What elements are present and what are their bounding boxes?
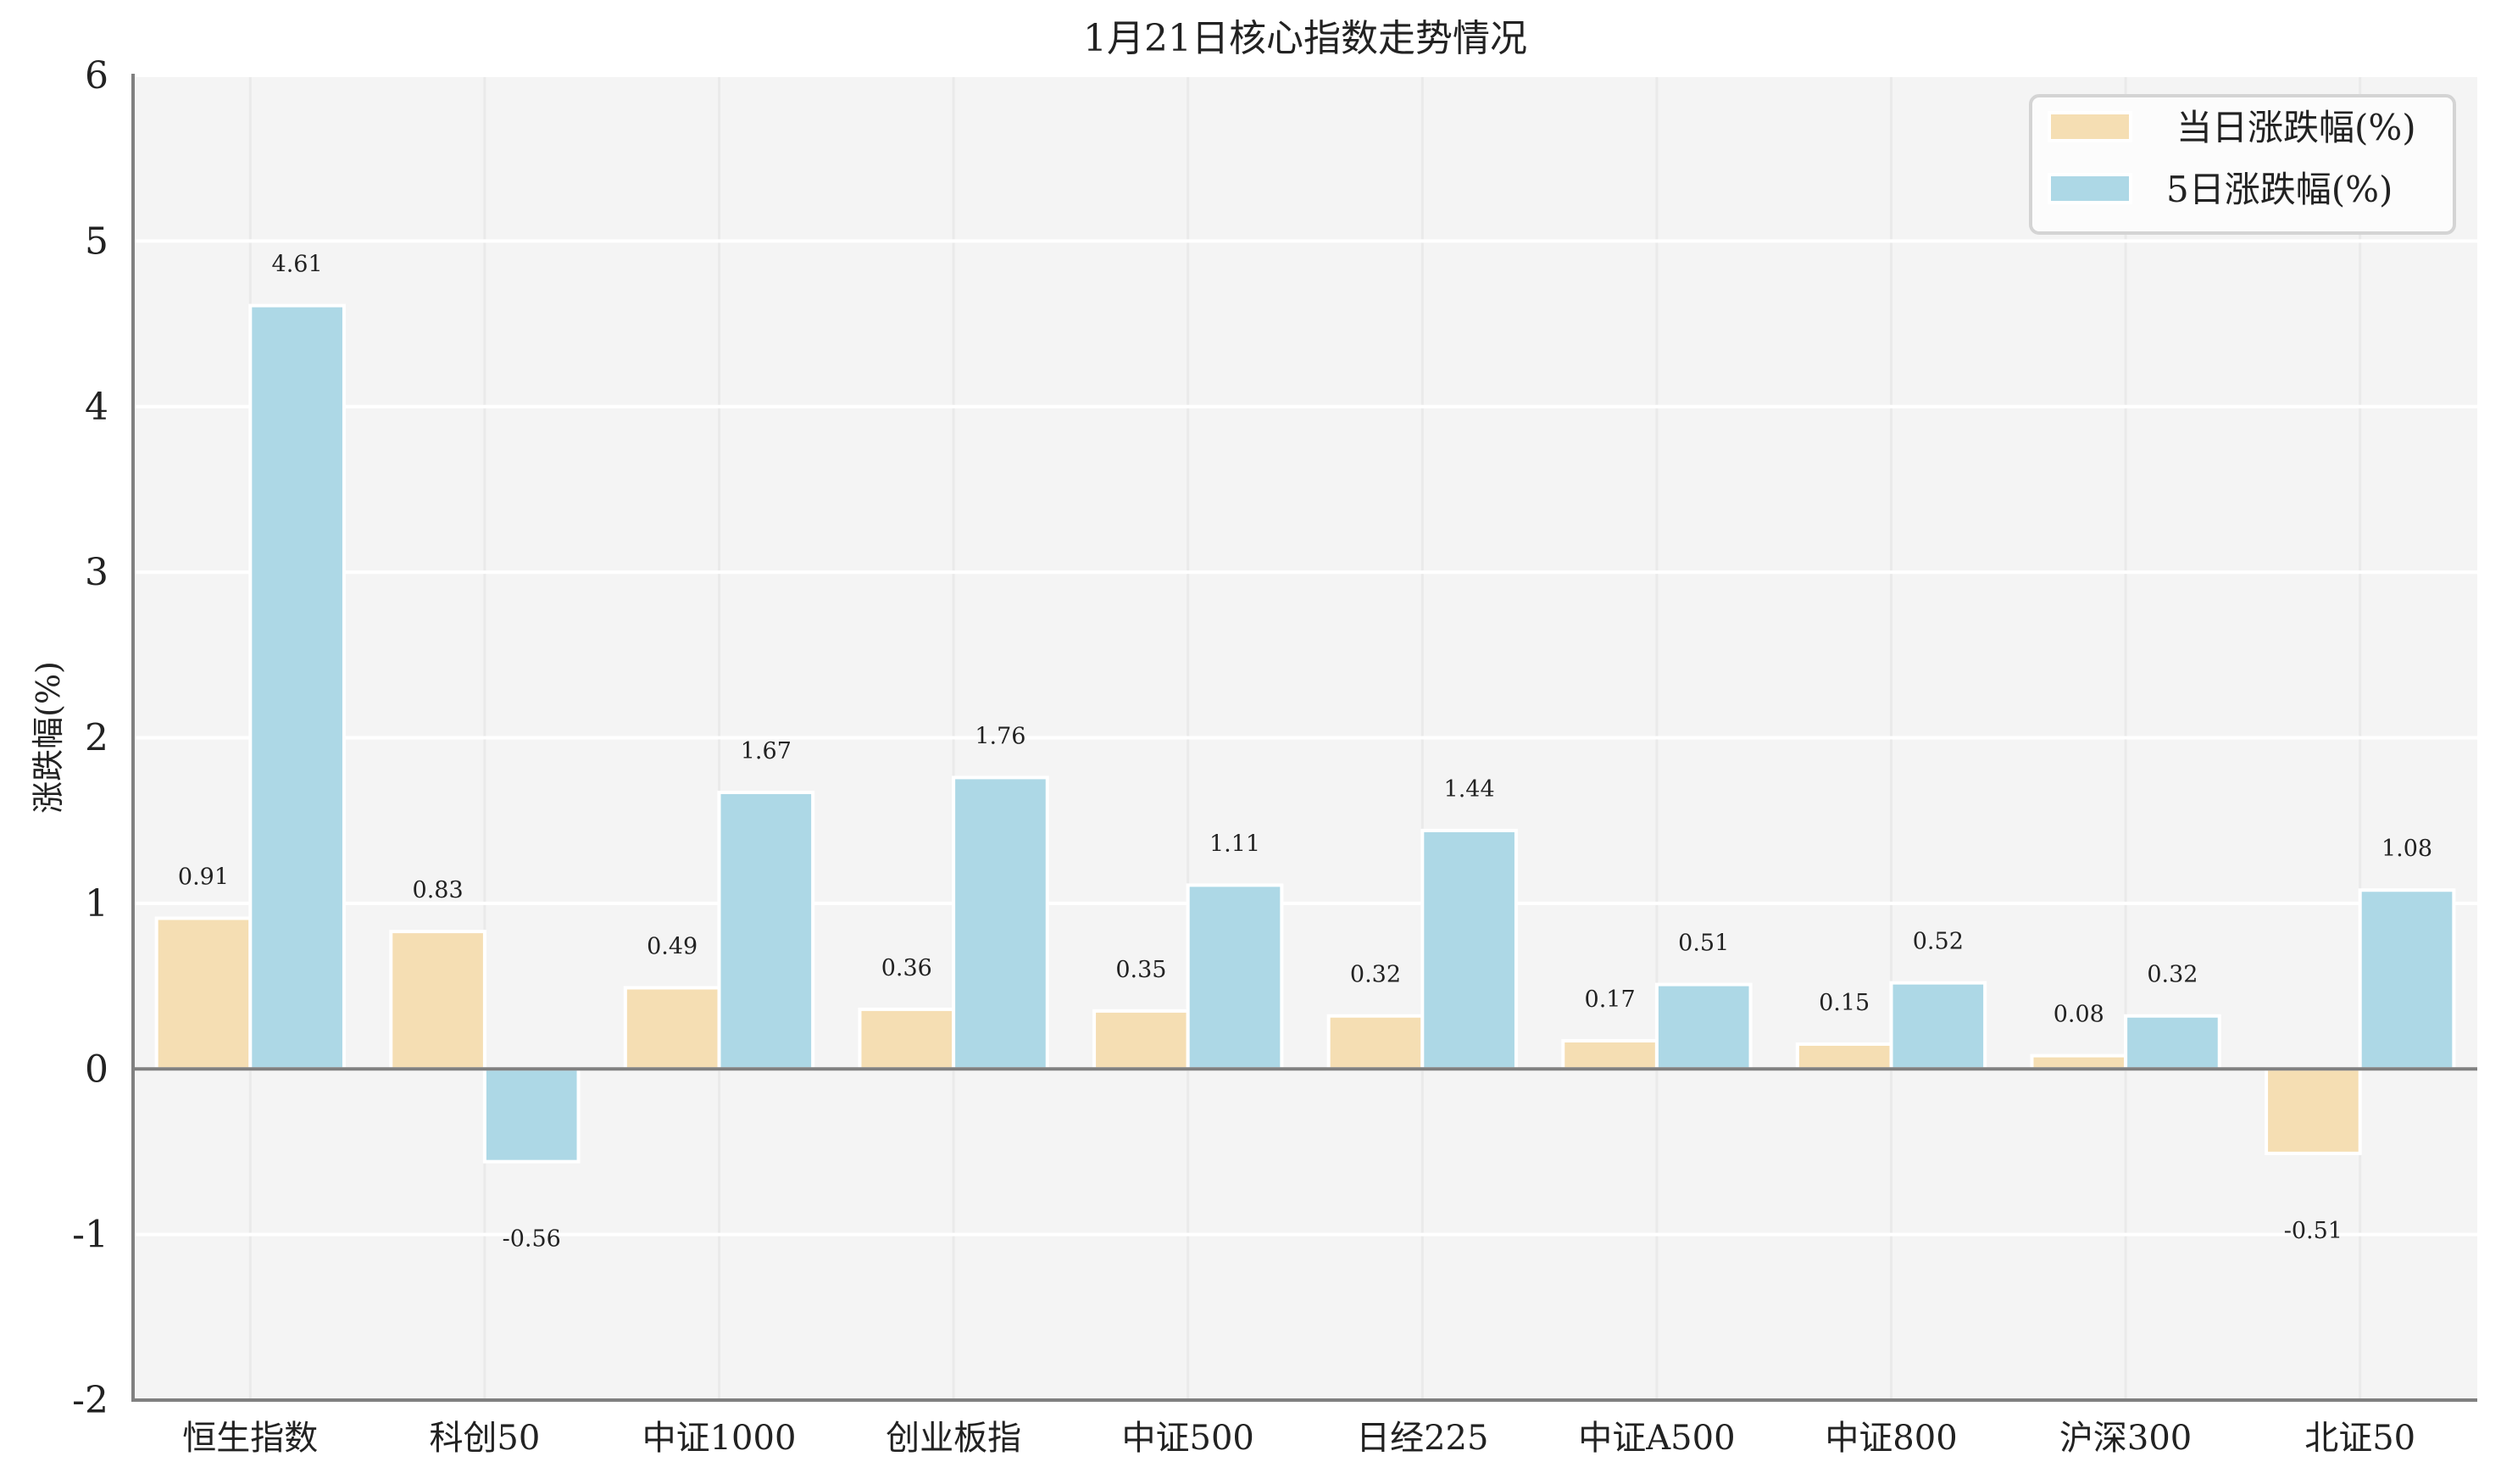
data-label: 0.49 bbox=[647, 934, 698, 960]
bar-daily bbox=[1326, 1014, 1425, 1071]
data-label: 1.44 bbox=[1444, 776, 1495, 803]
legend-label: 当日涨跌幅(%) bbox=[2176, 107, 2416, 148]
data-label: 0.52 bbox=[1913, 929, 1964, 955]
bar-5day bbox=[2124, 1014, 2221, 1071]
bar-daily bbox=[2265, 1067, 2362, 1155]
y-tick-label: 5 bbox=[85, 220, 108, 263]
y-tick-label: -2 bbox=[72, 1379, 108, 1422]
x-tick-label: 中证A500 bbox=[1578, 1419, 1735, 1458]
bar-daily bbox=[623, 986, 721, 1071]
data-label: 0.36 bbox=[881, 955, 932, 981]
chart-title: 1月21日核心指数走势情况 bbox=[1083, 17, 1527, 60]
y-tick-label: 0 bbox=[85, 1048, 108, 1091]
data-label: 0.15 bbox=[1819, 990, 1870, 1016]
plot-area: -2 -1 0 1 2 3 4 5 6 0.91 0.83 0.49 0.36 0.35 0.32 0.17 0… bbox=[72, 54, 2477, 1458]
y-tick-label: 2 bbox=[85, 717, 108, 760]
y-tick-label: 4 bbox=[85, 386, 108, 429]
data-label: 0.83 bbox=[413, 877, 464, 903]
x-tick-label: 中证800 bbox=[1825, 1419, 1957, 1458]
y-tick-label: 6 bbox=[85, 54, 108, 97]
data-label: 0.17 bbox=[1585, 987, 1636, 1013]
data-label: 1.67 bbox=[741, 738, 792, 764]
bar-daily bbox=[389, 930, 486, 1071]
y-tick-label: 3 bbox=[85, 551, 108, 594]
x-tick-label: 中证500 bbox=[1122, 1419, 1254, 1458]
bar-5day bbox=[2358, 888, 2456, 1071]
bar-5day bbox=[1186, 883, 1284, 1071]
x-tick-label: 科创50 bbox=[429, 1419, 540, 1458]
x-tick-label: 日经225 bbox=[1356, 1419, 1488, 1458]
data-label: 1.11 bbox=[1209, 831, 1260, 857]
bar-5day bbox=[1420, 828, 1518, 1071]
x-tick-label: 恒生指数 bbox=[182, 1419, 318, 1458]
data-label: 0.32 bbox=[1350, 962, 1401, 988]
data-label: 0.32 bbox=[2147, 962, 2198, 988]
x-tick-label: 中证1000 bbox=[642, 1419, 797, 1458]
x-tick-label: 创业板指 bbox=[886, 1419, 1021, 1458]
legend-swatch-5day bbox=[2048, 173, 2132, 204]
bar-daily bbox=[2030, 1053, 2128, 1071]
data-label: 0.08 bbox=[2054, 1002, 2104, 1028]
bar-5day bbox=[482, 1067, 581, 1164]
x-tick-label: 北证50 bbox=[2304, 1419, 2415, 1458]
bar-5day bbox=[248, 303, 346, 1071]
y-tick-label: -1 bbox=[72, 1214, 108, 1257]
data-label: 0.91 bbox=[178, 864, 229, 890]
data-label: 1.08 bbox=[2382, 836, 2432, 862]
y-tick-label: 1 bbox=[85, 882, 108, 925]
data-label: 4.61 bbox=[272, 252, 323, 278]
data-label: 0.51 bbox=[1678, 931, 1729, 957]
bar-daily bbox=[1092, 1009, 1190, 1071]
data-label: -0.51 bbox=[2284, 1218, 2343, 1244]
data-label: 1.76 bbox=[975, 723, 1025, 749]
bar-5day bbox=[1654, 982, 1753, 1071]
bar-daily bbox=[1795, 1042, 1893, 1071]
bar-daily bbox=[154, 916, 253, 1071]
bar-daily bbox=[858, 1007, 956, 1071]
legend-label: 5日涨跌幅(%) bbox=[2166, 169, 2393, 210]
y-axis-label: 涨跌幅(%) bbox=[30, 661, 67, 814]
bar-5day bbox=[1889, 981, 1987, 1071]
legend-box bbox=[2029, 94, 2456, 235]
legend-swatch-daily bbox=[2048, 111, 2132, 142]
legend: 当日涨跌幅(%) 5日涨跌幅(%) bbox=[2029, 94, 2456, 235]
data-label: -0.56 bbox=[503, 1226, 561, 1253]
bar-5day bbox=[717, 790, 815, 1071]
bar-5day bbox=[952, 775, 1049, 1071]
data-label: 0.35 bbox=[1115, 957, 1166, 983]
bar-daily bbox=[1561, 1039, 1659, 1071]
x-tick-label: 沪深300 bbox=[2059, 1419, 2192, 1458]
